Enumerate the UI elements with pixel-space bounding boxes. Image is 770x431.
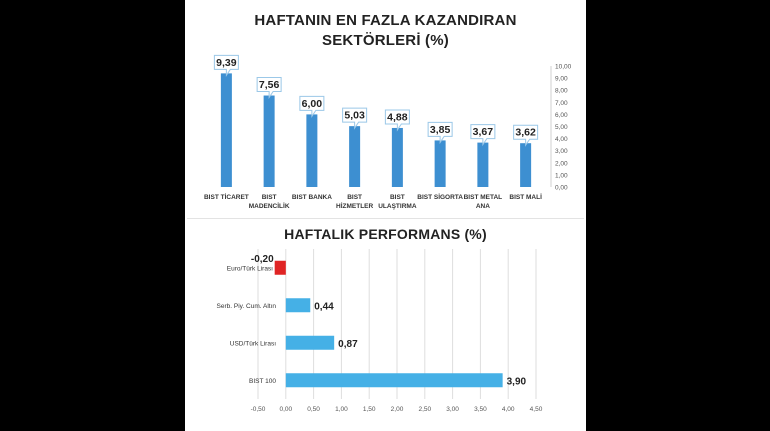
value-label: 3,85: [430, 124, 451, 136]
y-tick-label: 1,00: [555, 172, 568, 179]
y-tick-label: 7,00: [555, 100, 568, 107]
value-label: 4,88: [387, 111, 408, 123]
category-label: BIST: [262, 194, 277, 201]
bar: [391, 127, 403, 187]
value-callout: [213, 54, 239, 78]
sector-chart-title-line2: SEKTÖRLERİ (%): [322, 32, 449, 49]
value-label: 3,90: [507, 376, 527, 387]
y-tick-label: 5,00: [555, 124, 568, 131]
y-tick-label: 9,00: [555, 76, 568, 83]
x-tick-label: 0,50: [307, 406, 320, 413]
x-tick-label: 1,00: [335, 406, 348, 413]
bar: [285, 373, 503, 388]
category-label: BIST SİGORTA: [417, 193, 463, 201]
x-tick-label: 3,50: [474, 406, 487, 413]
bar: [306, 114, 318, 187]
value-label: 0,44: [314, 301, 334, 312]
value-callout: [342, 107, 368, 130]
bar: [263, 95, 275, 187]
bar: [220, 73, 232, 187]
category-label: USD/Türk Lirası: [230, 340, 276, 347]
category-label: BIST MALİ: [509, 193, 542, 201]
sector-chart-title-line1: HAFTANIN EN FAZLA KAZANDIRAN: [254, 12, 517, 29]
value-callout: [427, 121, 453, 145]
bar: [285, 298, 311, 313]
value-label: 6,00: [302, 98, 323, 110]
category-label: BIST BANKA: [292, 194, 332, 201]
category-label: Serb. Piy. Cum. Altın: [217, 303, 277, 310]
value-callout: [384, 109, 410, 132]
performance-chart-title: HAFTALIK PERFORMANS (%): [284, 226, 487, 242]
y-tick-label: 10,00: [555, 64, 572, 71]
x-tick-label: 2,00: [391, 406, 404, 413]
bar: [434, 140, 446, 187]
performance-bar-chart: -0,50 0,00 0,50 1,00 1,50 2,00 2,50 3,00 3,50 4,0…: [217, 249, 543, 413]
category-label: ULAŞTIRMA: [378, 203, 417, 210]
bar: [274, 260, 286, 275]
category-label: Euro/Türk Lirası: [227, 265, 273, 272]
x-tick-label: 3,00: [446, 406, 459, 413]
y-tick-label: 4,00: [555, 136, 568, 143]
y-tick-label: 2,00: [555, 160, 568, 167]
value-callout: [513, 124, 539, 147]
sector-chart-card: HAFTANIN EN FAZLA KAZANDIRAN SEKTÖRLERİ …: [187, 0, 584, 216]
category-label: BIST TİCARET: [204, 193, 249, 201]
x-tick-label: 2,50: [418, 406, 431, 413]
x-tick-label: 0,00: [279, 406, 292, 413]
value-label: 3,62: [515, 127, 536, 139]
bar: [285, 335, 335, 350]
value-label: -0,20: [251, 254, 274, 265]
category-label: HİZMETLER: [336, 202, 373, 210]
bar: [520, 143, 532, 187]
value-label: 5,03: [344, 110, 365, 122]
value-label: 9,39: [216, 57, 237, 69]
category-label: BIST: [390, 194, 405, 201]
y-tick-label: 0,00: [555, 185, 568, 192]
category-label: BIST METAL: [464, 194, 503, 201]
value-callout: [299, 95, 325, 119]
category-label: BIST 100: [249, 378, 276, 385]
value-label: 3,67: [473, 126, 494, 138]
value-label: 0,87: [338, 339, 358, 350]
x-tick-label: 4,00: [502, 406, 515, 413]
x-tick-label: 1,50: [363, 406, 376, 413]
y-tick-label: 3,00: [555, 148, 568, 155]
y-tick-label: 6,00: [555, 112, 568, 119]
category-label: BIST: [347, 194, 362, 201]
sector-bar-chart: 0,00 1,00 2,00 3,00 4,00 5,00 6,00 7,00 8,00 9,00…: [204, 54, 572, 210]
x-tick-label: 4,50: [530, 406, 543, 413]
x-tick-label: -0,50: [251, 406, 266, 413]
bar: [349, 126, 361, 187]
value-label: 7,56: [259, 79, 280, 91]
category-label: ANA: [476, 203, 490, 210]
bar: [477, 142, 489, 187]
y-tick-label: 8,00: [555, 88, 568, 95]
value-callout: [256, 77, 282, 100]
category-label: MADENCİLİK: [249, 202, 290, 210]
weekly-performance-card: HAFTALIK PERFORMANS (%) -0,50 0,00 0,50 1,0…: [187, 218, 584, 419]
value-callout: [470, 124, 496, 147]
